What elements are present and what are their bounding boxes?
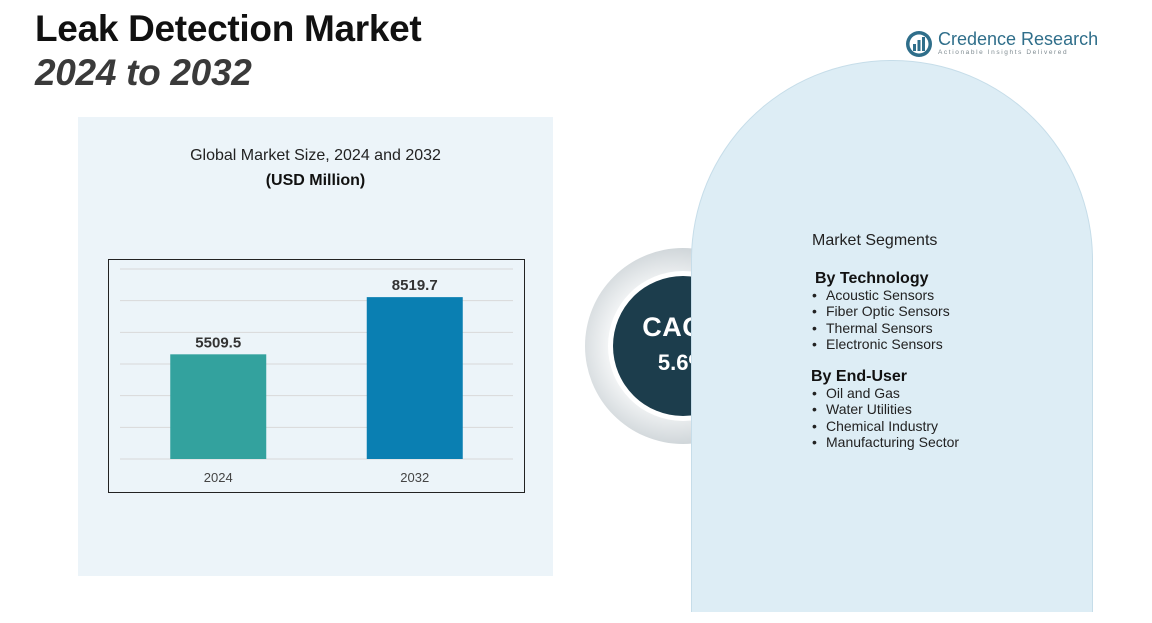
bar-2024: [170, 354, 267, 459]
list-item: Oil and Gas: [812, 385, 959, 401]
list-item: Chemical Industry: [812, 418, 959, 434]
list-item: Acoustic Sensors: [812, 287, 950, 303]
end-user-heading: By End-User: [811, 368, 908, 385]
list-item: Thermal Sensors: [812, 320, 950, 336]
logo-tagline: Actionable Insights Delivered: [938, 49, 1069, 56]
list-item: Water Utilities: [812, 401, 959, 417]
logo-icon: [906, 31, 932, 57]
value-label: 5509.5: [195, 334, 241, 351]
chart-unit: (USD Million): [265, 172, 366, 189]
end-user-list: Oil and Gas Water Utilities Chemical Ind…: [812, 385, 959, 451]
list-item: Electronic Sensors: [812, 336, 950, 352]
segments-title: Market Segments: [812, 232, 938, 249]
bar-2032: [366, 297, 463, 459]
logo-name: Credence Research: [938, 29, 1099, 49]
list-item: Fiber Optic Sensors: [812, 303, 950, 319]
technology-list: Acoustic Sensors Fiber Optic Sensors The…: [812, 287, 950, 353]
list-item: Manufacturing Sector: [812, 434, 959, 450]
x-tick-label: 2032: [400, 470, 429, 485]
x-tick-label: 2024: [204, 470, 233, 485]
technology-heading: By Technology: [815, 270, 929, 287]
page-subtitle: 2024 to 2032: [35, 52, 252, 93]
page-title: Leak Detection Market: [35, 8, 422, 49]
bar-chart: 5509.5 8519.7 2024 2032: [108, 259, 525, 493]
chart-title: Global Market Size, 2024 and 2032: [190, 147, 441, 164]
chart-panel: Global Market Size, 2024 and 2032 (USD M…: [78, 117, 553, 576]
brand-logo[interactable]: Credence Research Actionable Insights De…: [905, 28, 1105, 60]
value-label: 8519.7: [392, 277, 438, 294]
